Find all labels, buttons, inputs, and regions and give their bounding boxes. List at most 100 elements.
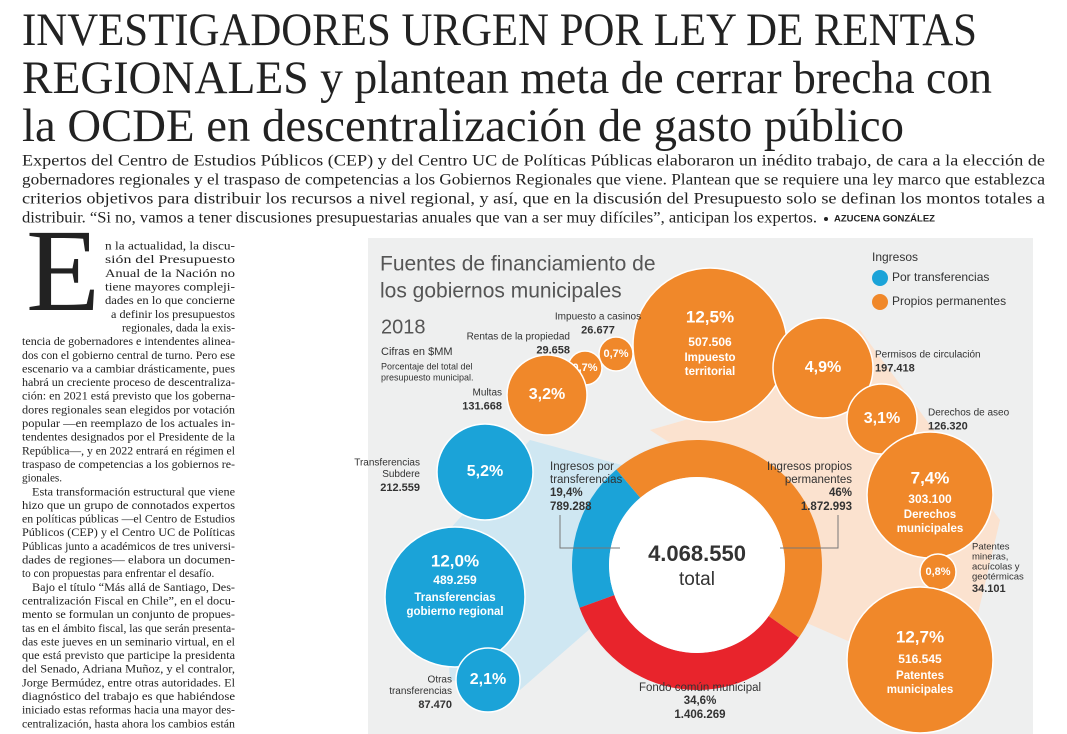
infographic-note: Porcentaje del total del [381, 361, 473, 371]
deck-line: Expertos del Centro de Estudios Públicos… [22, 153, 1045, 170]
infographic-year: 2018 [381, 316, 426, 338]
donut-segment-share: 46% [829, 487, 852, 499]
infographic-units: Cifras en $MM [381, 346, 453, 358]
donut-segment [579, 595, 799, 690]
article-line: to con propuestas para enfrentar el desa… [22, 568, 214, 580]
bubble-amount: 87.470 [418, 699, 452, 711]
bubble-amount: 303.100 [908, 492, 952, 506]
article-line: mento se formulan un conjunto de propues… [22, 609, 235, 621]
bubble-name: Otras [428, 675, 452, 686]
legend-title: Ingresos [872, 250, 918, 264]
article-line: Anual de la Nación no [105, 268, 236, 280]
bubble-name: geotérmicas [972, 572, 1024, 583]
donut-segment [572, 469, 641, 608]
bubble-name: territorial [685, 366, 736, 378]
bubble [455, 647, 521, 713]
article-line: traspaso de competencias a los gobiernos… [22, 459, 235, 471]
infographic-note: presupuesto municipal. [381, 372, 474, 382]
bubble-percent: 12,5% [686, 307, 734, 326]
article-line: dades en lo que concierne [105, 295, 235, 307]
article-line: Públicos (CEP) y el Centro UC de Polític… [22, 527, 235, 539]
bubble-name: Multas [473, 388, 502, 399]
article-line: tas en el ámbito fiscal, las que serán p… [22, 623, 235, 635]
bubble-name: Impuesto a casinos [555, 312, 641, 323]
bubble [506, 354, 588, 436]
bubble-amount: 34.101 [972, 583, 1006, 595]
article-line: das este jueves en un seminario virtual,… [22, 636, 235, 648]
donut-total: 4.068.550 [648, 541, 746, 566]
bubble-name: Transferencias [414, 592, 495, 604]
article-line: Jorge Bermúdez, entre otras autoridades.… [22, 677, 235, 689]
bubble-name: mineras, [972, 552, 1008, 563]
donut-segment [616, 440, 822, 638]
bubble-amount: 197.418 [875, 362, 915, 374]
bubble [436, 423, 534, 521]
article-line: del Senado, Adriana Muñoz, y el contralo… [22, 664, 235, 676]
article-line: República—, y en 2022 entrará en régimen… [22, 445, 235, 457]
bubble-name: Impuesto [684, 352, 735, 364]
bubble-amount: 516.545 [898, 652, 942, 666]
bubble-percent: 12,7% [896, 627, 944, 646]
article-line: iniciado estas reformas hacia una mayor … [22, 705, 235, 717]
bubble-percent: 3,2% [529, 386, 565, 403]
article-line: escenario va a cambiar drásticamente, pu… [22, 363, 235, 375]
donut-segment-name: Fondo común municipal [639, 682, 761, 694]
bubble-amount: 131.668 [462, 400, 502, 412]
donut-segment-amount: 1.406.269 [674, 709, 725, 721]
article-line: centralización Fiscal en Chile”, en el d… [22, 595, 235, 607]
byline: AZUCENA GONZÁLEZ [834, 213, 936, 223]
article-line: Esta transformación estructural que vien… [32, 486, 235, 498]
bubble-percent: 7,4% [911, 468, 950, 487]
article-line: a definir los presupuestos [111, 309, 235, 321]
bubble-name: municipales [897, 523, 963, 535]
donut-segment-name: Ingresos por [550, 461, 614, 473]
headline-line: la OCDE en descentralización de gasto pú… [22, 100, 904, 152]
donut-segment-amount: 789.288 [550, 501, 592, 513]
infographic-title: los gobiernos municipales [380, 280, 622, 303]
bubble-name: gobierno regional [406, 606, 503, 618]
infographic-title: Fuentes de financiamiento de [380, 253, 656, 276]
article-line: centralización, hasta ahora los cambios … [22, 718, 235, 730]
bubble-name: Permisos de circulación [875, 350, 981, 361]
bubble-name: Rentas de la propiedad [467, 332, 570, 343]
bubble-amount: 126.320 [928, 420, 968, 432]
bubble-name: transferencias [389, 686, 452, 697]
article-line: dores regionales sean elegidos por votac… [22, 404, 235, 416]
drop-cap: E [26, 205, 100, 336]
leader-line [780, 515, 839, 549]
article-line: ción: en 2021 está previsto que los gobe… [22, 391, 235, 403]
article-line: dos con el gobierno central de turno. Pe… [22, 350, 235, 362]
article-line: tencia de gobernadores e intendentes ali… [22, 336, 235, 348]
donut-hole [609, 477, 785, 653]
bubble-name: Patentes [972, 542, 1010, 553]
article-line: tiene mayores compleji- [105, 282, 235, 294]
article-line: tendentes designados por el Presidente d… [22, 432, 235, 444]
article-line: dades de regiones— elabora un documen- [22, 555, 235, 567]
donut-segment-share: 19,4% [550, 487, 583, 499]
bubble-name: acuícolas y [972, 562, 1020, 573]
bubble [846, 586, 994, 734]
legend-label: Propios permanentes [892, 294, 1006, 308]
article-line: que está previsto que participe la presi… [22, 650, 235, 662]
bubble [598, 336, 634, 372]
donut-segment-name: permanentes [785, 474, 852, 486]
leader-line [559, 515, 620, 549]
legend-swatch [872, 270, 888, 286]
article-line: en políticas públicas —el Centro de Estu… [22, 514, 235, 526]
legend-label: Por transferencias [892, 270, 989, 284]
article-line: popular —en reemplazo de los actuales in… [22, 418, 235, 430]
donut-segment-share: 34,6% [684, 695, 717, 707]
bubble-name: Transferencias [354, 458, 420, 469]
headline-line: REGIONALES y plantean meta de cerrar bre… [22, 52, 992, 104]
article-line: sión del Presupuesto [105, 254, 236, 266]
bubble-percent: 4,9% [805, 359, 841, 376]
bubble-name: Subdere [382, 469, 420, 480]
bubble [384, 526, 526, 668]
bubble-name: Derechos de aseo [928, 408, 1010, 419]
bubble-amount: 489.259 [433, 573, 477, 587]
byline-bullet [824, 217, 828, 221]
article-line: regionales, dada la exis- [122, 322, 235, 334]
article-line: Bajo el título “Más allá de Santiago, De… [32, 582, 235, 594]
